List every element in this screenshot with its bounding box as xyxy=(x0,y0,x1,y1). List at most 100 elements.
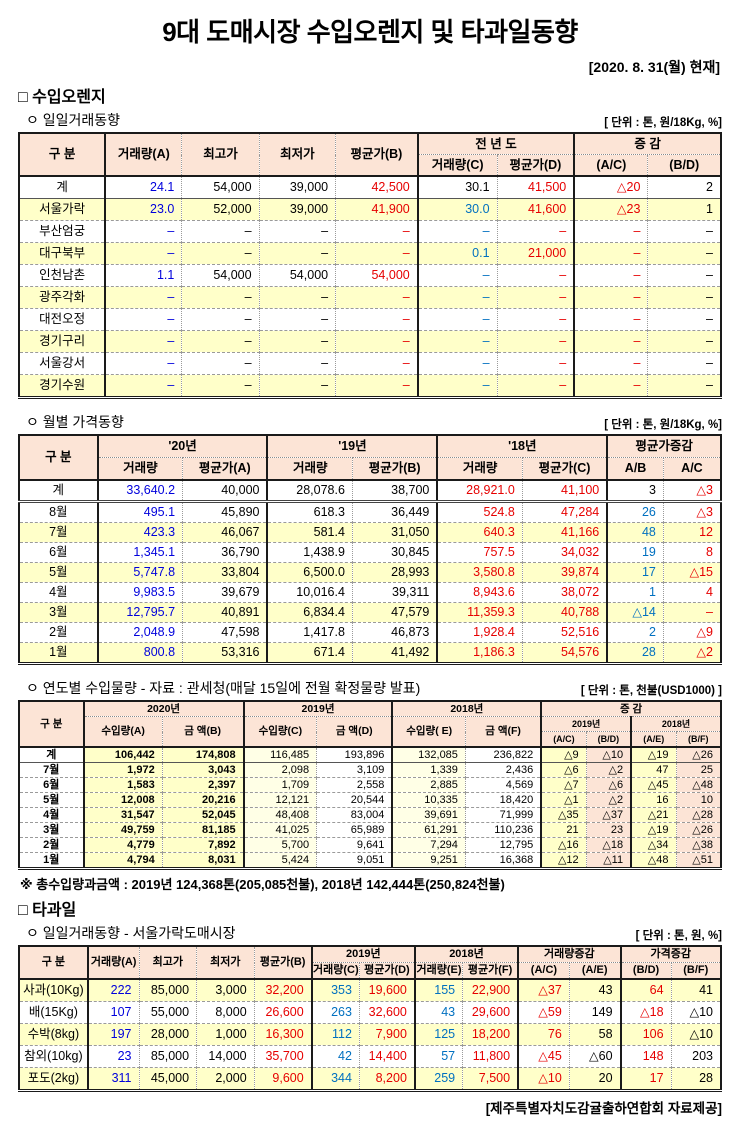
table-cell: △48 xyxy=(630,852,676,869)
table-cell: 48,408 xyxy=(242,807,317,823)
row-label: 5월 xyxy=(19,562,98,583)
table-cell: 39,679 xyxy=(182,582,268,603)
table-cell: 3,580.8 xyxy=(436,562,523,583)
table-cell: – xyxy=(573,330,648,353)
table-cell: 618.3 xyxy=(266,501,353,523)
column-header: 금 액(B) xyxy=(161,716,244,748)
table-cell: △11 xyxy=(585,852,632,869)
table-cell: – xyxy=(335,330,418,353)
column-header: 평균가(B) xyxy=(253,946,312,980)
row-label: 참외(10kg) xyxy=(19,1045,88,1068)
table-cell: 19,600 xyxy=(358,979,415,1002)
table-cell: – xyxy=(647,330,721,353)
column-header: (A/C) xyxy=(517,962,570,980)
table-cell: 6,500.0 xyxy=(266,562,353,583)
table-cell: – xyxy=(104,374,182,398)
table-cell: △45 xyxy=(630,777,676,793)
table-cell: 106,442 xyxy=(82,747,163,763)
table-cell: 19 xyxy=(606,542,664,563)
table-cell: 55,000 xyxy=(138,1001,197,1024)
row-label: 8월 xyxy=(19,501,98,523)
table-cell: – xyxy=(647,220,721,243)
column-header: 거래량증감 xyxy=(517,946,621,963)
table-cell: △10 xyxy=(585,747,632,763)
column-header: (B/F) xyxy=(675,731,721,748)
table-cell: 1,417.8 xyxy=(266,622,353,643)
table-row: 대구북부 – – – –0.1 21,000– – xyxy=(19,242,721,265)
table-cell: △3 xyxy=(662,480,721,503)
table-cell: 155 xyxy=(413,979,463,1002)
table-cell: 197 xyxy=(86,1023,140,1046)
table-cell: 11,800 xyxy=(462,1045,519,1068)
column-header: A/C xyxy=(662,457,721,481)
table-cell: 12,008 xyxy=(82,792,163,808)
table-cell: 7,900 xyxy=(358,1023,415,1046)
table-cell: 46,873 xyxy=(351,622,438,643)
table-cell: 20,216 xyxy=(161,792,244,808)
table-cell: △3 xyxy=(662,501,721,523)
table-cell: 1 xyxy=(606,582,664,603)
table-row: 3월 12,795.7 40,891 6,834.4 47,579 11,359.3 40,… xyxy=(19,602,721,623)
table-cell: 1,438.9 xyxy=(266,542,353,563)
table-cell: 45,000 xyxy=(138,1067,197,1091)
table-cell: 36,449 xyxy=(351,501,438,523)
table-cell: 9,251 xyxy=(391,852,466,869)
column-header: 2020년 xyxy=(82,701,244,717)
column-header: 2019년 xyxy=(540,716,632,732)
table-cell: 9,600 xyxy=(253,1067,312,1091)
table-cell: 54,576 xyxy=(521,642,608,664)
table-cell: 14,400 xyxy=(358,1045,415,1068)
table-row: 5월 5,747.8 33,804 6,500.0 28,993 3,580.8 39,87… xyxy=(19,562,721,583)
table-cell: 23 xyxy=(86,1045,140,1068)
table-cell: – xyxy=(335,374,418,398)
table-cell: – xyxy=(335,352,418,375)
table-cell: 41 xyxy=(670,979,721,1002)
table-cell: 42,500 xyxy=(335,176,418,199)
row-label: 3월 xyxy=(19,822,84,838)
row-label: 경기구리 xyxy=(19,330,106,353)
table-cell: 4 xyxy=(662,582,721,603)
column-header: '20년 xyxy=(96,435,268,458)
table-cell: – xyxy=(647,308,721,331)
column-header: 2018년 xyxy=(413,946,519,963)
table-cell: 41,100 xyxy=(521,480,608,503)
column-header: 평균가(D) xyxy=(496,154,575,177)
table-cell: 28 xyxy=(670,1067,721,1091)
row-label: 1월 xyxy=(19,852,84,869)
column-header: 거래량 xyxy=(266,457,353,481)
column-header: 평균가증감 xyxy=(606,435,721,458)
row-label: 6월 xyxy=(19,542,98,563)
table-cell: 48 xyxy=(606,522,664,543)
table-cell: 65,989 xyxy=(316,822,393,838)
table-cell: – xyxy=(416,286,498,309)
table-cell: – xyxy=(335,308,418,331)
table-cell: △23 xyxy=(573,198,648,221)
table-cell: 149 xyxy=(568,1001,621,1024)
table-cell: 39,000 xyxy=(258,176,336,199)
table-row: 2월 4,779 7,892 5,700 9,641 7,294 12,795 △16 △18 △… xyxy=(19,837,721,853)
table-cell: – xyxy=(181,374,260,398)
table-cell: △59 xyxy=(517,1001,570,1024)
column-header: (A/E) xyxy=(630,731,676,748)
table-cell: 41,492 xyxy=(351,642,438,664)
table-cell: – xyxy=(573,286,648,309)
table-cell: 33,804 xyxy=(182,562,268,583)
table-cell: △6 xyxy=(585,777,632,793)
table-cell: 8,031 xyxy=(161,852,244,869)
table-title-row: ㅇ 일일거래동향 [ 단위 : 톤, 원/18Kg, %] xyxy=(26,110,722,130)
table-cell: 53,316 xyxy=(182,642,268,664)
table-cell: 263 xyxy=(310,1001,360,1024)
header-row: (A/C) (B/D) (A/E) (B/F) xyxy=(19,731,721,748)
table-cell: 85,000 xyxy=(138,979,197,1002)
table-cell: 45,890 xyxy=(182,501,268,523)
column-header: 수입량(A) xyxy=(82,716,163,748)
table-cell: – xyxy=(416,264,498,287)
table-cell: 11,359.3 xyxy=(436,602,523,623)
table-cell: – xyxy=(573,242,648,265)
table-cell: 106 xyxy=(619,1023,672,1046)
table-cell: – xyxy=(258,308,336,331)
table-cell: △2 xyxy=(585,762,632,778)
table-row: 6월 1,345.1 36,790 1,438.9 30,845 757.5 34,032 1… xyxy=(19,542,721,563)
table-cell: 2,000 xyxy=(196,1067,255,1091)
